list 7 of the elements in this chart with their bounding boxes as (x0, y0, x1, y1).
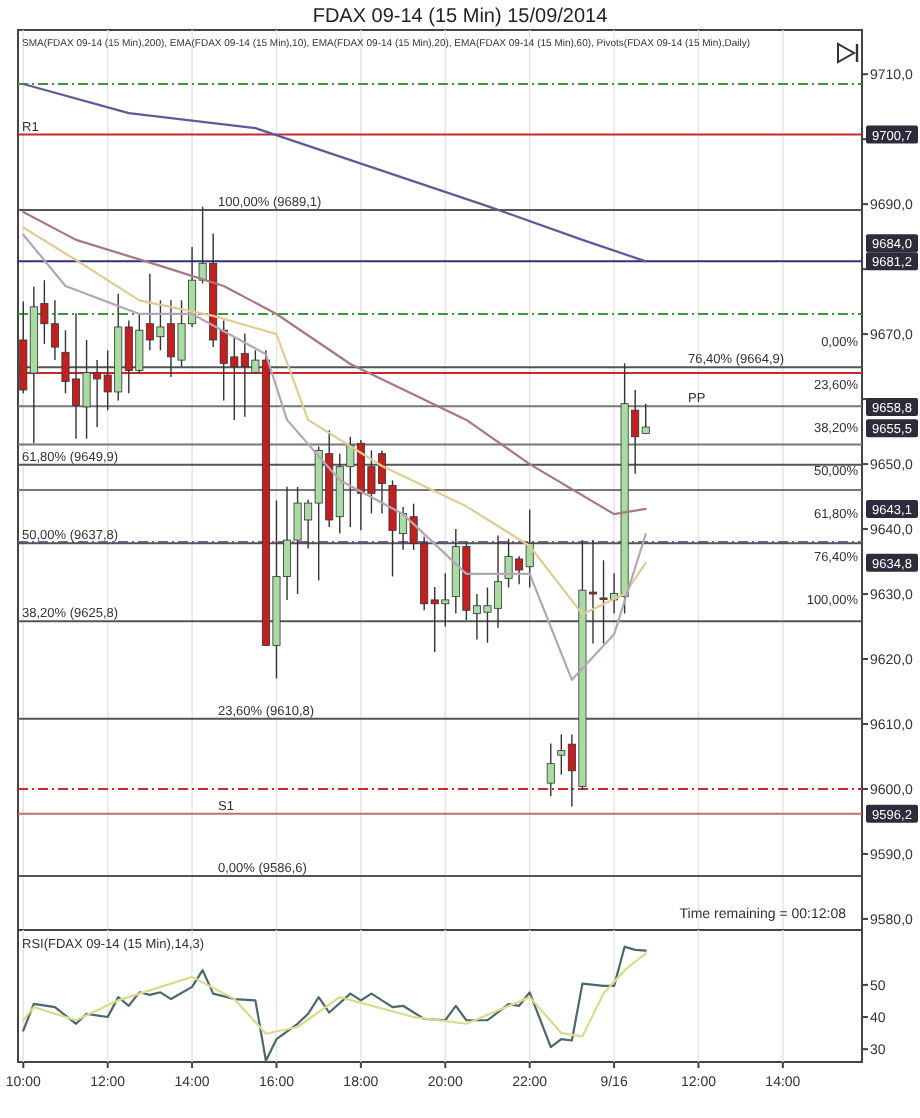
line-series (22, 82, 647, 263)
candlestick (546, 742, 555, 797)
chart-title: FDAX 09-14 (15 Min) 15/09/2014 (312, 6, 609, 28)
line-series (22, 952, 647, 1038)
line-series (22, 226, 647, 616)
line-series (22, 233, 647, 681)
line-series (22, 210, 647, 516)
